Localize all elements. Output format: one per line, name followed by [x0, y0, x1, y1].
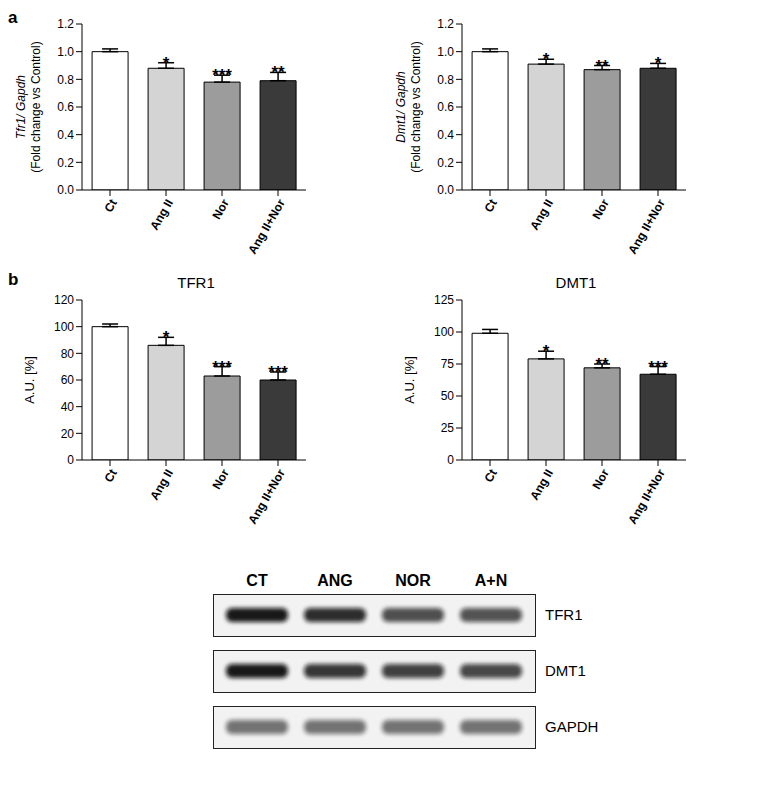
html-text:A.U. [%]: A.U. [%] [402, 356, 417, 404]
html-text:b: b [8, 270, 19, 289]
svg-text:0.0: 0.0 [57, 183, 74, 197]
svg-text:Nor: Nor [210, 196, 233, 221]
svg-text:***: *** [648, 358, 668, 377]
svg-text:1.2: 1.2 [57, 17, 74, 31]
html-text:(Fold change vs Control): (Fold change vs Control) [409, 41, 423, 173]
svg-text:1.0: 1.0 [57, 45, 74, 59]
html-text:TFR1: TFR1 [177, 274, 215, 291]
svg-text:Ct: Ct [102, 467, 120, 485]
svg-text:ANG: ANG [317, 572, 353, 589]
svg-text:Ang II: Ang II [147, 197, 176, 233]
svg-text:0.8: 0.8 [437, 73, 454, 87]
svg-text:75: 75 [441, 357, 455, 371]
svg-text:Ang II: Ang II [527, 467, 556, 503]
svg-text:*: * [163, 54, 170, 73]
svg-text:0.6: 0.6 [437, 100, 454, 114]
svg-text:GAPDH: GAPDH [545, 718, 598, 735]
html-text:Tfr1/ Gapdh: Tfr1/ Gapdh [14, 75, 28, 139]
svg-text:25: 25 [441, 421, 455, 435]
svg-text:50: 50 [441, 389, 455, 403]
svg-text:20: 20 [61, 427, 75, 441]
svg-text:*: * [543, 342, 550, 361]
html-text:Dmt1/ Gapdh: Dmt1/ Gapdh [394, 71, 408, 143]
svg-text:0.2: 0.2 [437, 156, 454, 170]
svg-text:125: 125 [434, 293, 454, 307]
svg-text:100: 100 [434, 325, 454, 339]
html-text:a: a [8, 8, 18, 27]
svg-text:1.2: 1.2 [437, 17, 454, 31]
svg-text:Ang II: Ang II [527, 197, 556, 233]
svg-text:0: 0 [447, 453, 454, 467]
svg-text:Ct: Ct [482, 467, 500, 485]
svg-text:***: *** [268, 363, 288, 382]
svg-text:100: 100 [54, 320, 74, 334]
svg-text:Ang II+Nor: Ang II+Nor [245, 196, 288, 256]
svg-text:Ct: Ct [102, 197, 120, 215]
svg-text:0.4: 0.4 [437, 128, 454, 142]
svg-text:**: ** [595, 355, 609, 374]
html-text:DMT1: DMT1 [555, 274, 597, 291]
svg-text:TFR1: TFR1 [545, 606, 583, 623]
svg-text:A+N: A+N [475, 572, 507, 589]
svg-text:60: 60 [61, 373, 75, 387]
svg-text:0.2: 0.2 [57, 156, 74, 170]
html-text:A.U. [%]: A.U. [%] [22, 356, 37, 404]
svg-text:**: ** [271, 63, 285, 82]
svg-text:Ang II+Nor: Ang II+Nor [625, 196, 668, 256]
svg-text:NOR: NOR [395, 572, 431, 589]
svg-text:Nor: Nor [590, 196, 613, 221]
svg-text:0.8: 0.8 [57, 73, 74, 87]
svg-text:Nor: Nor [210, 466, 233, 491]
svg-text:Ct: Ct [482, 197, 500, 215]
svg-text:CT: CT [246, 572, 268, 589]
svg-text:**: ** [595, 57, 609, 76]
svg-text:***: *** [212, 66, 232, 85]
svg-text:Ang II+Nor: Ang II+Nor [625, 466, 668, 526]
svg-text:Nor: Nor [590, 466, 613, 491]
svg-text:0.4: 0.4 [57, 128, 74, 142]
html-text:(Fold change vs Control): (Fold change vs Control) [29, 41, 43, 173]
svg-text:1.0: 1.0 [437, 45, 454, 59]
svg-text:80: 80 [61, 347, 75, 361]
svg-text:Ang II: Ang II [147, 467, 176, 503]
svg-text:0.6: 0.6 [57, 100, 74, 114]
svg-text:0: 0 [67, 453, 74, 467]
svg-text:0.0: 0.0 [437, 183, 454, 197]
svg-text:*: * [543, 50, 550, 69]
svg-text:40: 40 [61, 400, 75, 414]
svg-text:*: * [163, 328, 170, 347]
svg-text:120: 120 [54, 293, 74, 307]
svg-text:***: *** [212, 358, 232, 377]
svg-text:DMT1: DMT1 [545, 662, 586, 679]
svg-text:Ang II+Nor: Ang II+Nor [245, 466, 288, 526]
svg-text:*: * [655, 54, 662, 73]
